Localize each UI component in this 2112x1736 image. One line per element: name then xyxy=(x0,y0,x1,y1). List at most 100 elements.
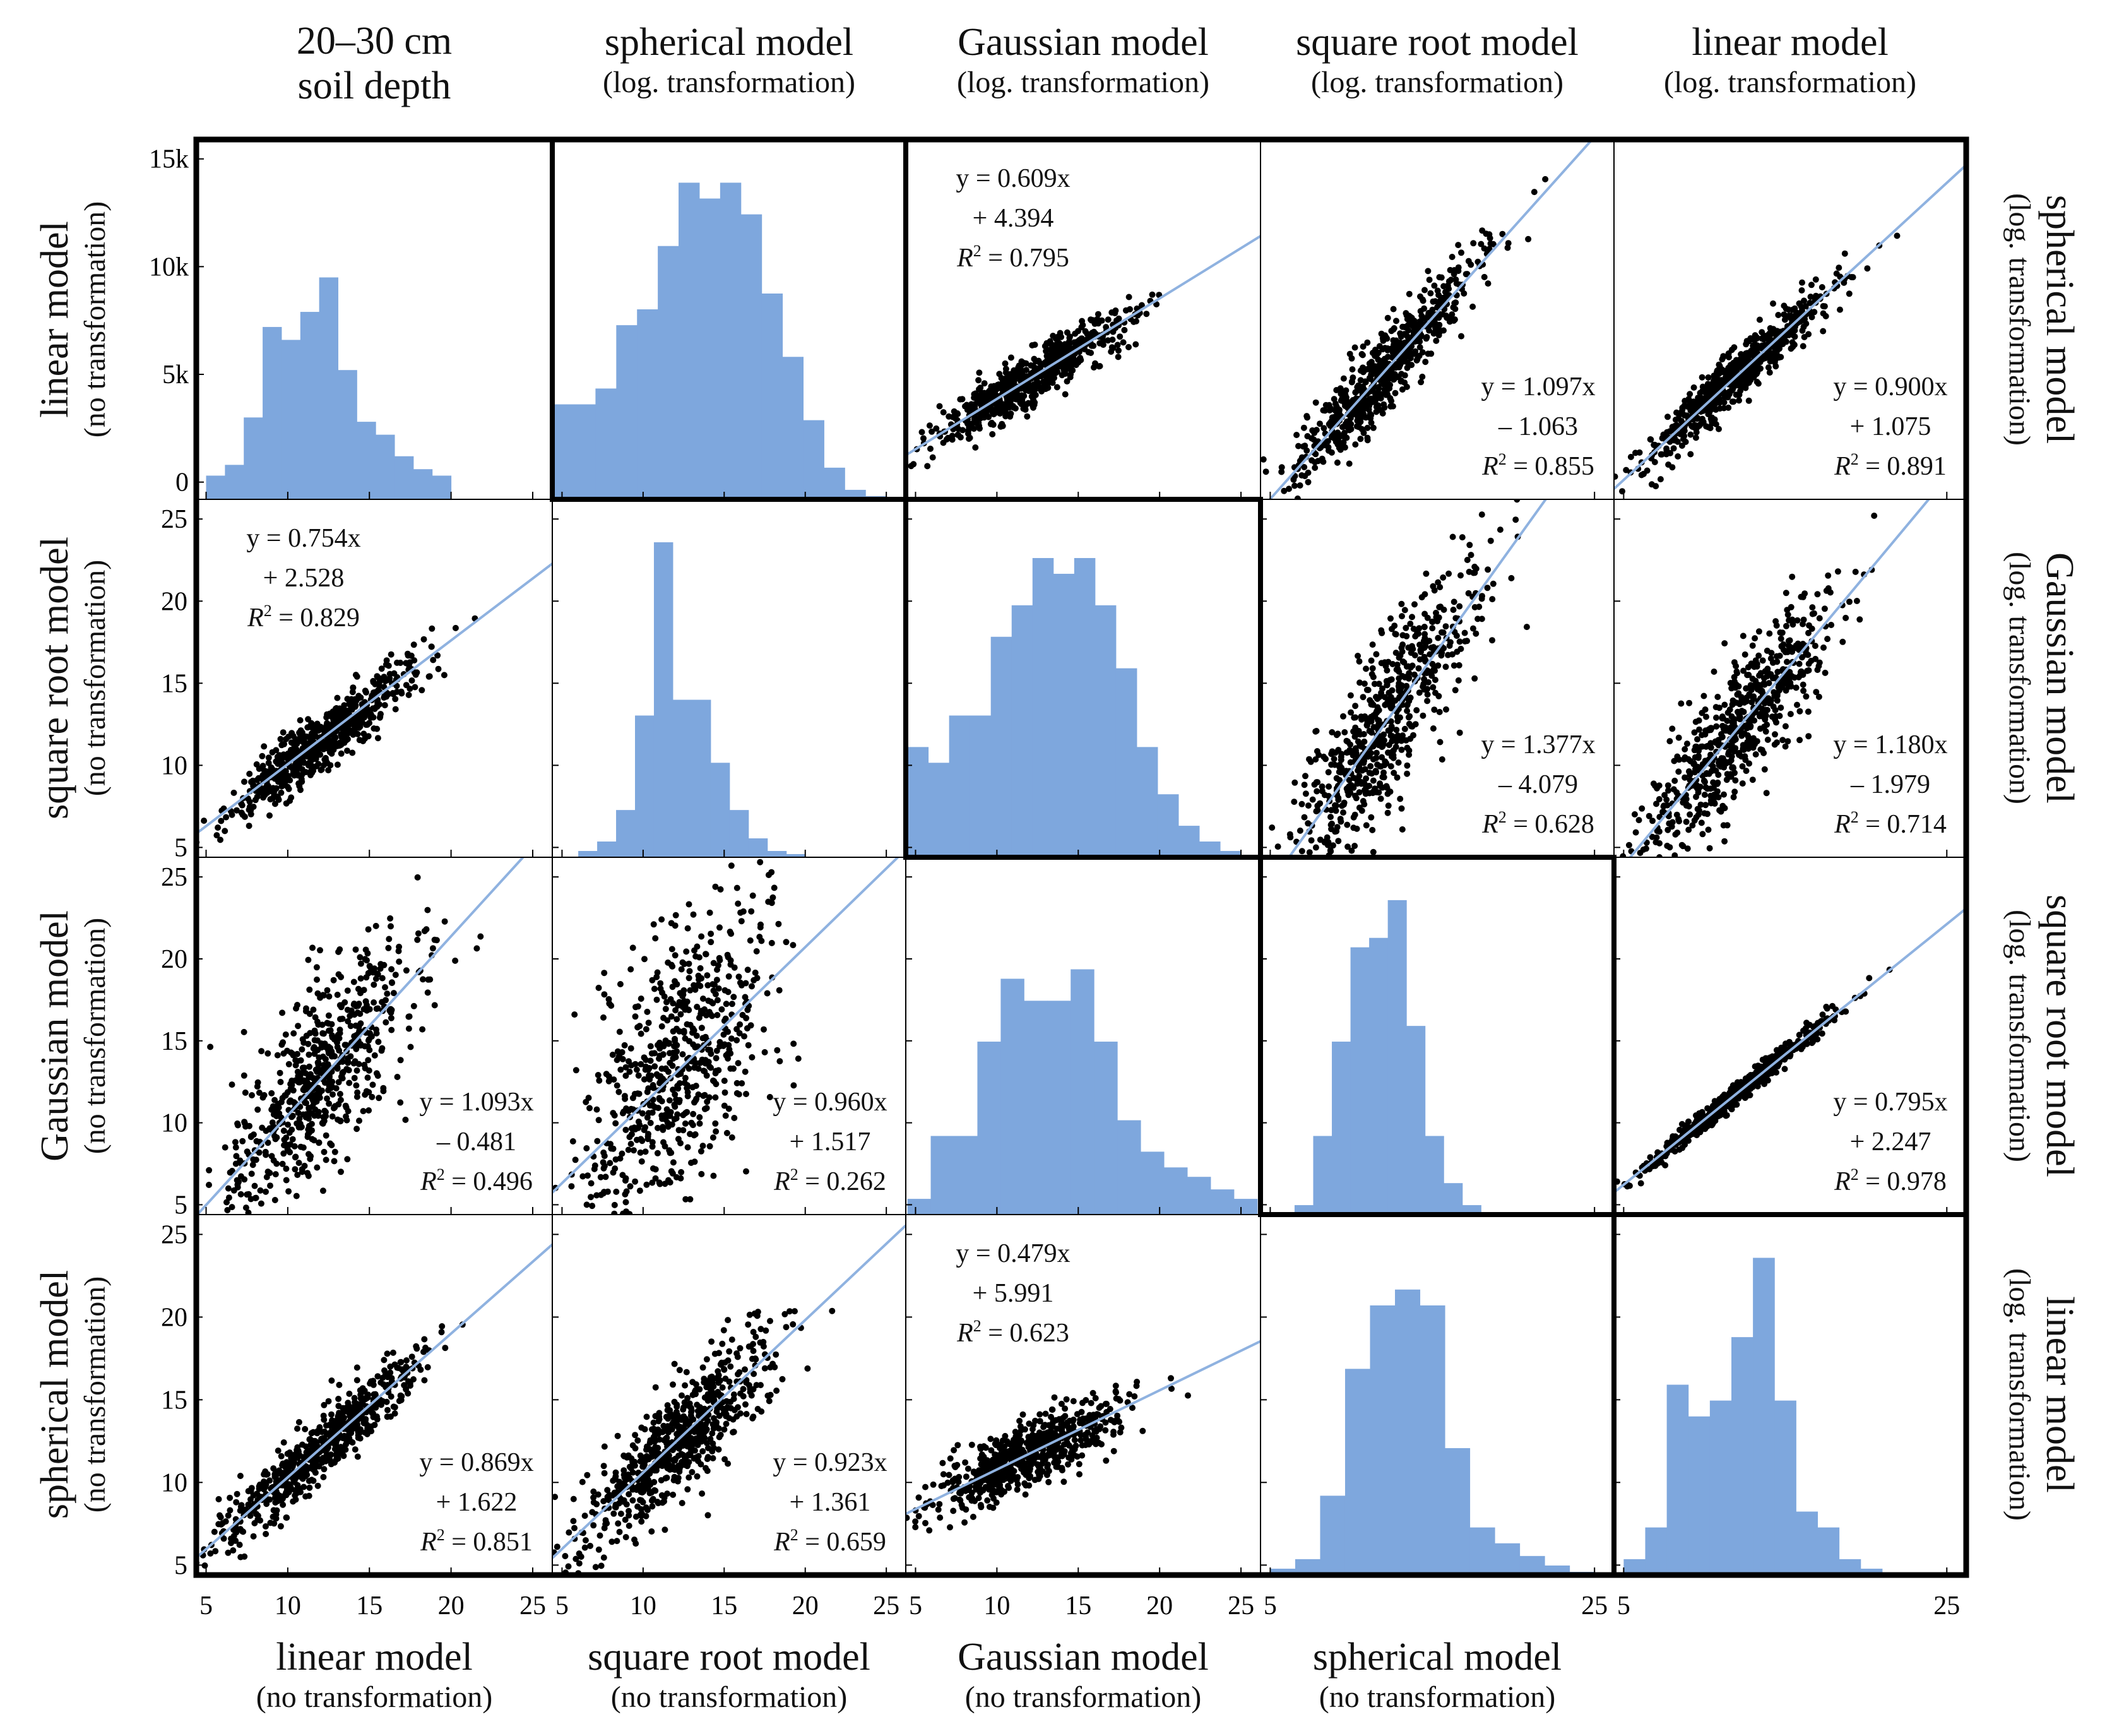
data-point xyxy=(690,911,697,918)
data-point xyxy=(1417,307,1424,314)
data-point xyxy=(1796,660,1803,667)
data-point xyxy=(1637,850,1644,857)
data-point xyxy=(1319,783,1326,790)
data-point xyxy=(1777,705,1784,711)
histogram-bar xyxy=(300,312,320,499)
data-point xyxy=(242,1204,249,1211)
data-point xyxy=(1368,814,1375,821)
data-point xyxy=(1700,777,1707,784)
histogram-bar xyxy=(1071,969,1095,1215)
data-point xyxy=(353,1126,360,1133)
data-point xyxy=(670,1086,677,1093)
data-point xyxy=(1791,305,1798,312)
histogram-bar xyxy=(1233,1199,1258,1215)
data-point xyxy=(1115,354,1122,360)
data-point xyxy=(1435,634,1442,641)
data-point xyxy=(1302,790,1309,797)
data-point xyxy=(1808,282,1815,288)
data-point xyxy=(1767,655,1774,662)
data-point xyxy=(271,800,278,807)
data-point xyxy=(1426,638,1433,645)
data-point xyxy=(964,430,971,437)
data-point xyxy=(1418,379,1425,386)
data-point xyxy=(1105,316,1112,323)
data-point xyxy=(406,663,413,670)
data-point xyxy=(1435,292,1442,299)
data-point xyxy=(1454,648,1461,655)
data-point xyxy=(1338,397,1344,404)
data-point xyxy=(1731,659,1738,666)
data-point xyxy=(374,1073,381,1079)
data-point xyxy=(1334,432,1341,439)
data-point xyxy=(1704,383,1711,390)
data-point xyxy=(213,832,220,839)
histogram-bar xyxy=(1645,1527,1668,1575)
data-point xyxy=(237,1191,244,1198)
data-point xyxy=(1653,800,1659,807)
data-point xyxy=(1343,387,1350,394)
data-point xyxy=(344,1156,351,1163)
data-point xyxy=(1619,488,1625,495)
data-point xyxy=(1661,792,1668,799)
data-point xyxy=(1718,755,1725,762)
data-point xyxy=(1421,686,1428,693)
data-point xyxy=(1743,768,1750,775)
data-point xyxy=(1334,459,1341,466)
data-point xyxy=(1752,677,1759,684)
data-point xyxy=(304,1131,311,1138)
data-point xyxy=(1734,691,1741,698)
intercept-text: – 1.063 xyxy=(1498,412,1578,441)
data-point xyxy=(1348,420,1355,427)
data-point xyxy=(1399,632,1406,639)
data-point xyxy=(375,674,382,681)
data-point xyxy=(348,696,355,703)
data-point xyxy=(976,386,982,393)
data-point xyxy=(384,990,391,997)
data-point xyxy=(1721,805,1728,812)
data-point xyxy=(1352,389,1359,396)
data-point xyxy=(1407,621,1414,627)
data-point xyxy=(976,369,983,376)
data-point xyxy=(1664,782,1671,789)
data-point xyxy=(1652,839,1659,846)
data-point xyxy=(285,753,292,760)
data-point xyxy=(1072,360,1079,367)
data-point xyxy=(370,705,376,712)
data-point xyxy=(951,408,958,415)
data-point xyxy=(1755,652,1762,659)
data-point xyxy=(676,1080,683,1086)
data-point xyxy=(1431,587,1438,594)
data-point xyxy=(1382,391,1389,398)
data-point xyxy=(720,1031,727,1038)
data-point xyxy=(1733,668,1740,675)
data-point xyxy=(1773,653,1780,660)
data-point xyxy=(1864,265,1871,272)
data-point xyxy=(282,1092,289,1099)
data-point xyxy=(1368,713,1375,720)
data-point xyxy=(1427,290,1434,297)
data-point xyxy=(1723,760,1729,767)
data-point xyxy=(1364,720,1371,727)
data-point xyxy=(918,429,925,436)
data-point xyxy=(1298,472,1305,479)
data-point xyxy=(1451,598,1457,605)
data-point xyxy=(1813,292,1819,299)
data-point xyxy=(1686,699,1693,706)
histogram-bar xyxy=(658,246,679,499)
histogram-bar xyxy=(1774,1400,1796,1575)
data-point xyxy=(275,794,282,801)
data-point xyxy=(356,1027,363,1034)
data-point xyxy=(1004,396,1011,403)
data-point xyxy=(761,1049,768,1055)
data-point xyxy=(408,652,415,659)
data-point xyxy=(429,625,436,632)
data-point xyxy=(591,1165,598,1172)
data-point xyxy=(1669,819,1676,826)
data-point xyxy=(790,942,797,949)
data-point xyxy=(672,952,679,959)
data-point xyxy=(1774,739,1780,746)
data-point xyxy=(1344,821,1351,828)
data-point xyxy=(1361,681,1368,687)
data-point xyxy=(1782,743,1789,750)
data-point xyxy=(1341,429,1348,436)
